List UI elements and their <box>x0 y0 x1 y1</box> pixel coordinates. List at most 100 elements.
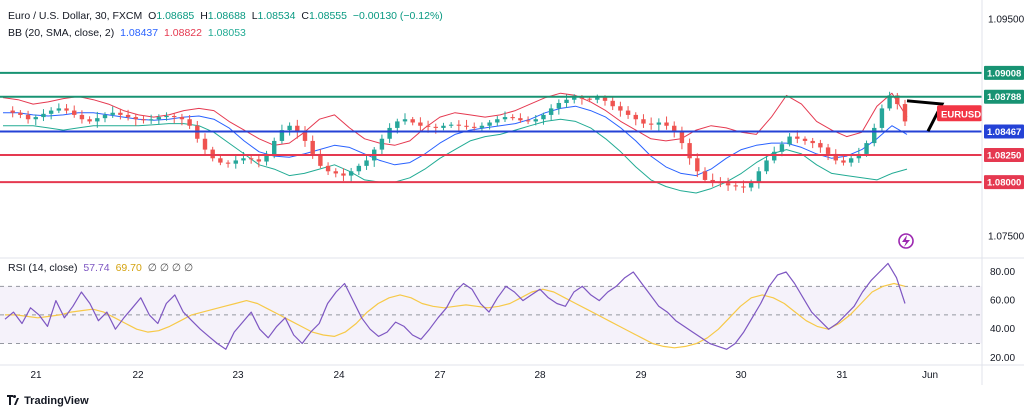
candle-body <box>479 125 485 128</box>
candle-body <box>125 114 131 118</box>
candle-body <box>902 104 908 122</box>
candle-body <box>756 171 762 183</box>
rsi-ma-line <box>5 282 906 349</box>
candle-body <box>779 144 785 152</box>
symbol-name[interactable]: Euro / U.S. Dollar, 30, FXCM <box>8 10 143 22</box>
time-axis-tick: Jun <box>922 370 938 381</box>
level-price-tag <box>984 148 1024 163</box>
candle-body <box>648 123 654 125</box>
rsi-ma-value: 69.70 <box>115 262 142 274</box>
candle-body <box>364 160 369 166</box>
level-price-label: 1.08250 <box>987 151 1021 162</box>
rsi-legend[interactable]: RSI (14, close) 57.74 69.70 ∅ ∅ ∅ ∅ <box>8 262 196 274</box>
candle-body <box>387 127 392 139</box>
candle-body <box>179 117 185 120</box>
rsi-line <box>4 262 906 350</box>
candle-body <box>587 98 592 100</box>
rsi-axis-tick: 60.00 <box>990 296 1015 307</box>
candle-body <box>518 118 523 121</box>
candle-body <box>764 160 769 172</box>
candle-body <box>95 118 100 122</box>
bb-lower-line <box>3 118 908 194</box>
candle-body <box>810 140 815 144</box>
close-label: C <box>301 10 310 22</box>
candle-body <box>410 119 415 123</box>
candle-body <box>625 110 631 115</box>
candle-body <box>787 136 792 145</box>
close-value: 1.08555 <box>309 10 347 22</box>
level-price-tag <box>984 65 1024 80</box>
candle-body <box>502 117 508 120</box>
candle-body <box>379 138 385 150</box>
candle-body <box>418 122 423 126</box>
candle-body <box>564 99 569 103</box>
candle-body <box>79 114 85 120</box>
candle-body <box>579 97 585 99</box>
time-axis-tick: 23 <box>232 370 244 381</box>
candle-body <box>456 124 462 126</box>
low-value: 1.08534 <box>257 10 296 22</box>
candle-body <box>641 119 646 124</box>
bb-basis-value: 1.08437 <box>120 27 159 39</box>
candle-body <box>33 117 38 120</box>
level-price-label: 1.09008 <box>987 68 1021 79</box>
candle-body <box>818 143 823 148</box>
time-axis-tick: 29 <box>635 370 647 381</box>
candle-body <box>110 112 115 115</box>
candle-body <box>425 125 431 127</box>
tradingview-logo-icon <box>7 395 19 405</box>
candle-body <box>264 155 269 162</box>
candle-body <box>487 122 492 126</box>
candle-body <box>433 126 438 128</box>
candle-body <box>472 126 477 128</box>
time-axis-tick: 27 <box>434 370 446 381</box>
candle-body <box>356 165 362 172</box>
bb-upper-line <box>2 92 908 146</box>
brand-logo[interactable]: TradingView <box>7 395 89 407</box>
low-label: L <box>251 10 258 22</box>
candle-body <box>441 125 446 128</box>
candle-body <box>318 153 323 166</box>
axes: 1.09500 1.07500 1.09008 1.08788 1.08467 1.082… <box>0 0 1024 385</box>
bb-legend[interactable]: BB (20, SMA, close, 2) 1.08437 1.08822 1… <box>8 27 249 39</box>
candle-body <box>872 127 877 144</box>
flash-icon[interactable] <box>898 233 914 249</box>
candle-body <box>664 122 669 126</box>
price-pane: EURUSD <box>0 71 982 249</box>
symbol-tag-box[interactable] <box>937 105 982 122</box>
candle-body <box>295 125 300 133</box>
rsi-pane <box>0 262 982 350</box>
time-axis-tick: 22 <box>132 370 144 381</box>
rsi-axis-tick: 20.00 <box>990 353 1015 364</box>
candle-body <box>325 165 331 172</box>
level-price-tag <box>984 89 1024 104</box>
candle-body <box>148 119 154 121</box>
candle-body <box>118 112 123 115</box>
candle-body <box>525 120 531 122</box>
rsi-extra-values: ∅ ∅ ∅ ∅ <box>147 262 194 274</box>
candle-body <box>825 147 831 154</box>
bb-basis-line <box>3 105 908 177</box>
candle-body <box>256 159 262 162</box>
candle-body <box>202 138 208 150</box>
candle-body <box>556 102 562 109</box>
candle-body <box>725 183 731 186</box>
candle-body <box>10 110 15 113</box>
time-axis-tick: 28 <box>534 370 546 381</box>
level-price-label: 1.08000 <box>987 178 1021 189</box>
rsi-label: RSI (14, close) <box>8 262 78 274</box>
price-axis-tick: 1.09500 <box>988 15 1024 26</box>
candle-body <box>656 122 662 125</box>
candle-body <box>572 97 577 100</box>
candle-body <box>833 153 838 161</box>
level-price-tag <box>984 175 1024 190</box>
candle-body <box>172 115 177 118</box>
candle-body <box>548 108 554 115</box>
candle-body <box>133 117 138 120</box>
candle-body <box>341 173 346 176</box>
candle-body <box>402 119 408 122</box>
candle-body <box>225 162 231 164</box>
candle-body <box>741 186 746 188</box>
flash-icon-ring <box>898 233 914 249</box>
